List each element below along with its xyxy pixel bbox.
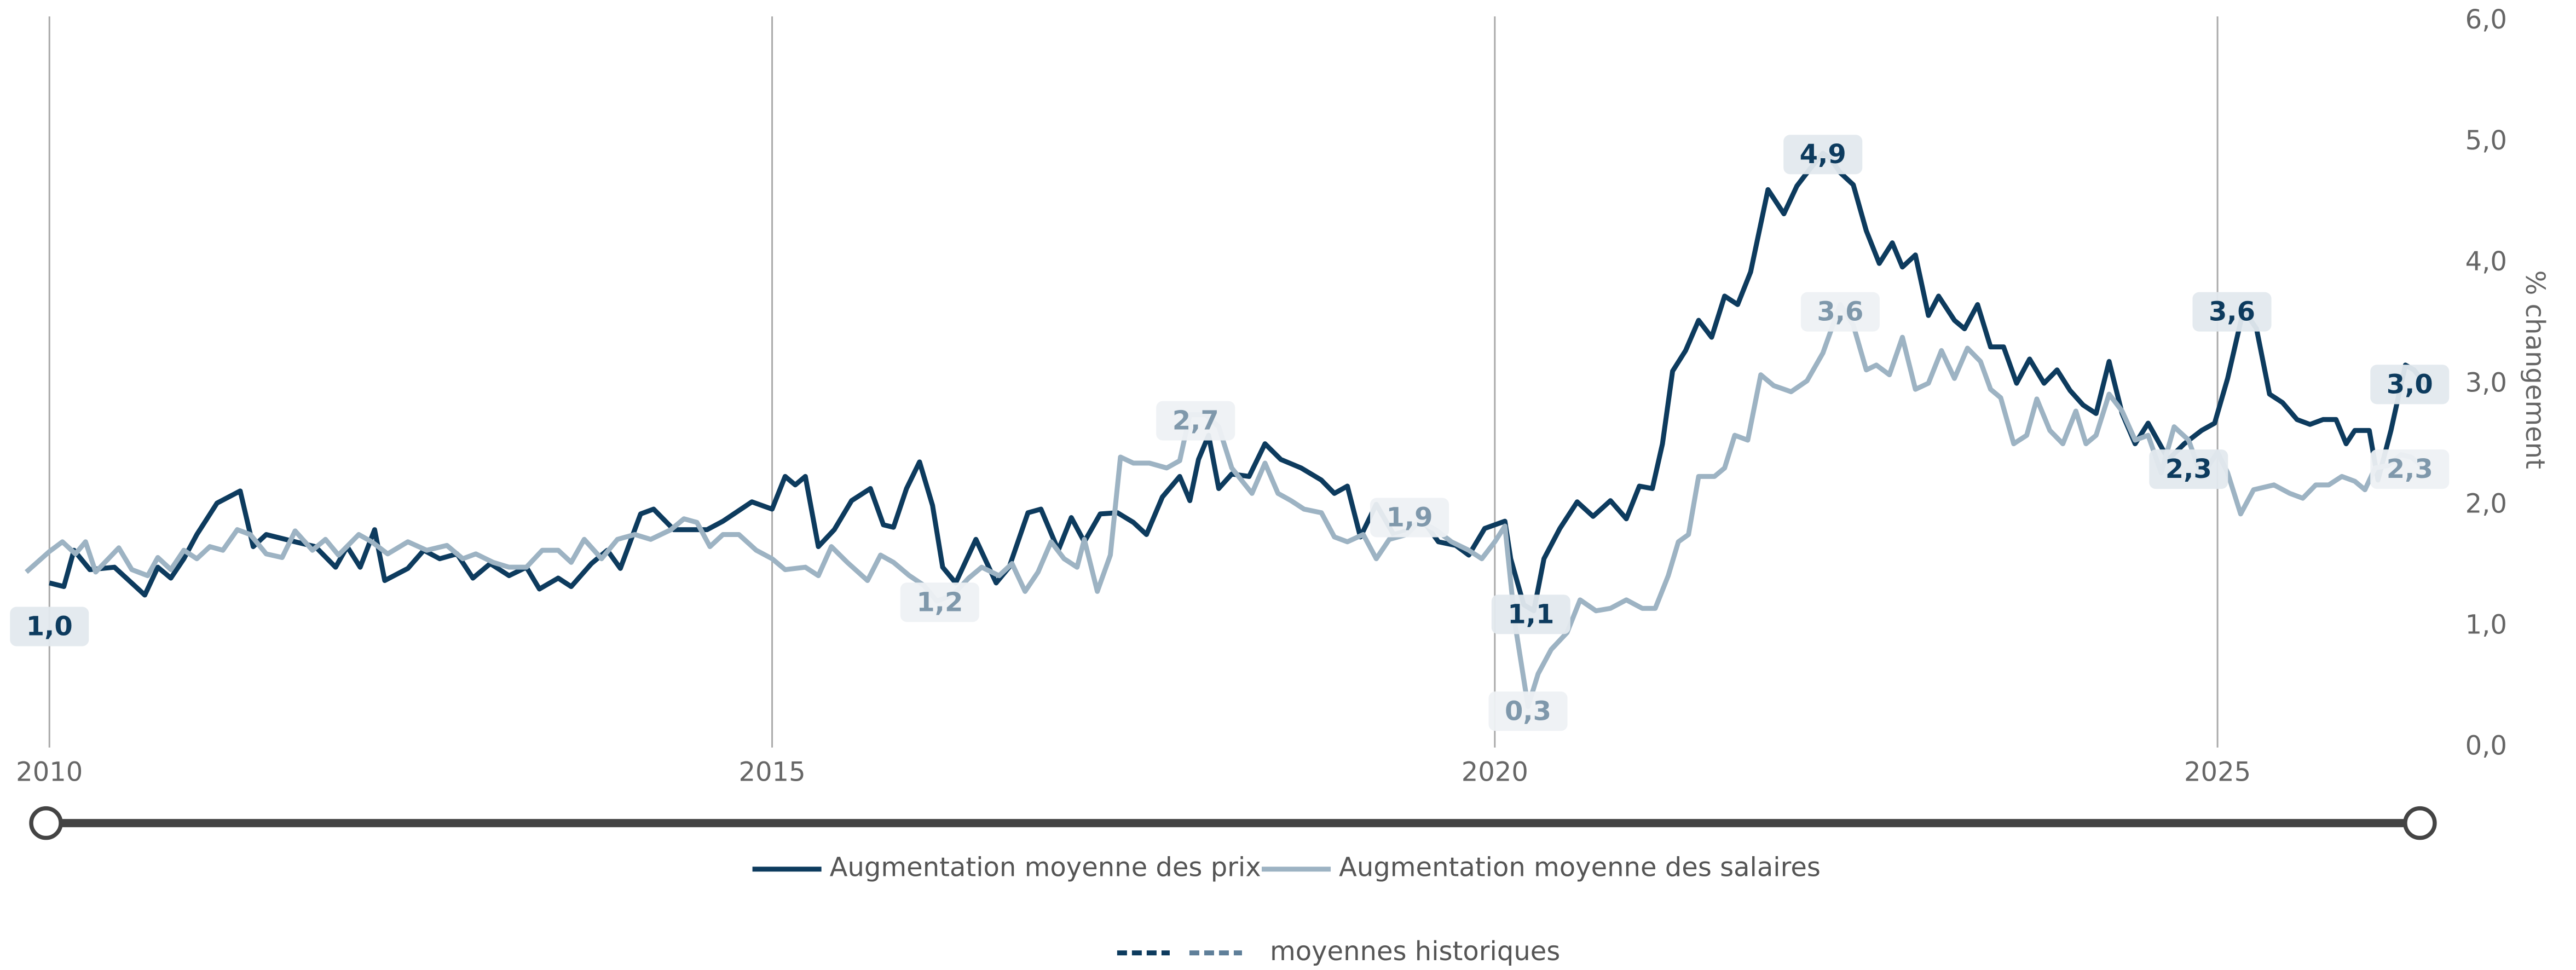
y-tick-label: 5,0 [2465,125,2507,156]
annotation-box [1488,691,1568,731]
annotation-box [2370,365,2450,405]
annotation-label: 1,0 [26,611,73,642]
annotation-label: 0,3 [1505,696,1551,726]
annotation-box [2370,449,2450,489]
annotation-label: 2,3 [2165,454,2212,484]
series-line [49,151,2429,614]
y-tick-label: 6,0 [2465,4,2507,35]
annotation-label: 2,7 [1173,406,1219,436]
slider-handle-start[interactable] [29,806,63,840]
annotation-label: 3,6 [1817,297,1863,327]
annotation-label: 1,2 [916,587,963,617]
annotation-box [1370,498,1449,538]
legend-label: Augmentation moyenne des salaires [1339,852,1821,883]
x-tick-label: 2010 [16,757,83,788]
y-tick-label: 0,0 [2465,731,2507,761]
annotation-box [900,582,979,622]
annotation-box [2149,449,2228,489]
y-axis-label: % changement [2520,270,2550,469]
annotation-label: 3,0 [2387,369,2433,400]
x-tick-label: 2020 [1462,757,1528,788]
annotation-label: 4,9 [1800,139,1846,170]
x-tick-label: 2025 [2184,757,2251,788]
y-tick-label: 4,0 [2465,246,2507,277]
y-tick-label: 3,0 [2465,367,2507,398]
annotation-label: 1,9 [1386,503,1433,533]
annotation-box [1491,594,1570,634]
annotation-box [1800,292,1880,332]
legend-label: Augmentation moyenne des prix [830,852,1261,883]
range-slider[interactable] [29,806,2437,840]
annotation-label: 2,3 [2387,454,2433,484]
series-line [25,302,2423,709]
legend-label: moyennes historiques [1270,936,1560,967]
y-tick-label: 1,0 [2465,610,2507,640]
annotation-box [10,607,89,646]
x-tick-label: 2015 [738,757,805,788]
annotation-box [1156,401,1235,441]
annotation-box [2192,292,2272,332]
y-tick-label: 2,0 [2465,488,2507,519]
annotation-label: 1,1 [1508,599,1554,630]
slider-handle-end[interactable] [2403,806,2437,840]
annotation-box [1783,135,1863,175]
annotation-label: 3,6 [2209,297,2255,327]
